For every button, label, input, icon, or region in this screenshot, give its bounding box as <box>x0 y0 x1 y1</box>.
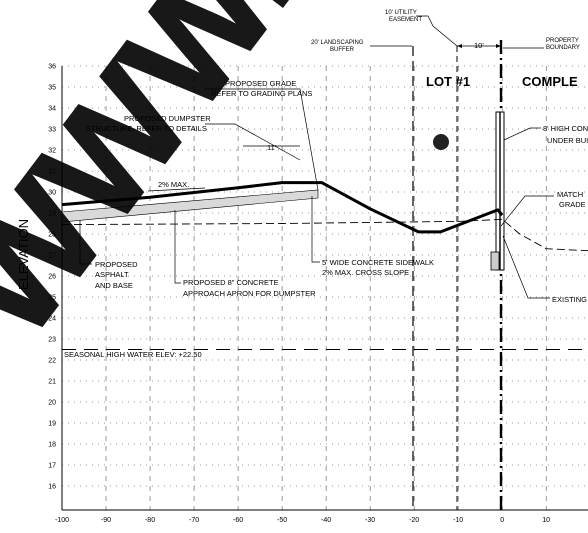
proposed-grade-line <box>61 181 504 234</box>
y-tick-label: 35 <box>48 85 56 92</box>
dim-11-label: 11' <box>267 143 277 152</box>
existing-leader <box>502 235 550 299</box>
existing-note: EXISTING <box>552 295 587 304</box>
sidewalk-leader <box>311 196 320 263</box>
sidewalk-note-1: 5' WIDE CONCRETE SIDEWALK <box>322 258 434 267</box>
y-tick-label: 26 <box>48 274 56 281</box>
dumpster-leader <box>205 123 301 161</box>
x-tick-labels: -100 -90 -80 -70 -60 -50 -40 -30 -20 -10 0 10 <box>55 517 550 524</box>
y-tick-label: 23 <box>48 337 56 344</box>
y-tick-label: 29 <box>48 211 56 218</box>
proposed-grade-note-2: REFER TO GRADING PLANS <box>211 89 312 98</box>
x-tick-label: 10 <box>542 517 550 524</box>
y-tick-label: 31 <box>48 169 56 176</box>
dumpster-note-2: STRUCTURE, REFER TO DETAILS <box>86 124 207 133</box>
match-leader <box>500 195 554 227</box>
x-tick-label: -40 <box>321 517 331 524</box>
lot-label: LOT #1 <box>426 74 470 89</box>
x-tick-label: -90 <box>101 517 111 524</box>
buffer-note-2: BUFFER <box>330 47 355 53</box>
x-tick-label: -30 <box>365 517 375 524</box>
easement-note-2: EASEMENT <box>389 17 422 23</box>
y-axis-label: ELEVATION <box>16 219 31 290</box>
apron-note-1: PROPOSED 8" CONCRETE <box>183 278 279 287</box>
existing-grade-line <box>61 218 588 252</box>
x-tick-label: -80 <box>145 517 155 524</box>
easement-note-1: 10' UTILITY <box>385 10 417 16</box>
x-tick-label: -60 <box>233 517 243 524</box>
y-tick-label: 25 <box>48 295 56 302</box>
y-tick-label: 33 <box>48 127 56 134</box>
asphalt-note-2: ASPHALT <box>95 270 129 279</box>
x-tick-label: -10 <box>453 517 463 524</box>
property-note-2: BOUNDARY <box>546 45 580 51</box>
asphalt-note-1: PROPOSED <box>95 260 138 269</box>
x-tick-label: -100 <box>55 517 69 524</box>
easement-leader <box>416 15 458 47</box>
apron-leader <box>174 210 181 284</box>
y-tick-label: 20 <box>48 400 56 407</box>
asphalt-note-3: AND BASE <box>95 281 133 290</box>
proposed-grade-leader <box>205 88 319 191</box>
dim-10-label: 10' <box>474 41 484 50</box>
y-tick-label: 36 <box>48 64 56 71</box>
y-tick-label: 18 <box>48 442 56 449</box>
wall-footing <box>490 251 500 271</box>
y-tick-labels: 36 35 34 33 32 31 30 29 28 27 26 25 24 23 22 21 20 19 18 17… <box>48 64 56 491</box>
x-tick-label: 0 <box>500 517 504 524</box>
seasonal-note: SEASONAL HIGH WATER ELEV: +22.50 <box>64 350 202 359</box>
y-tick-label: 34 <box>48 106 56 113</box>
y-tick-label: 22 <box>48 358 56 365</box>
y-tick-label: 28 <box>48 232 56 239</box>
y-tick-label: 19 <box>48 421 56 428</box>
apron-note-2: APPROACH APRON FOR DUMPSTER <box>183 289 316 298</box>
wall-note-1: 8' HIGH CON <box>543 124 588 133</box>
slope-arrow <box>147 187 206 192</box>
slope-note: 2% MAX. <box>158 180 189 189</box>
dumpster-note-1: PROPOSED DUMPSTER <box>124 114 211 123</box>
wall-leader <box>503 127 541 141</box>
y-tick-label: 30 <box>48 190 56 197</box>
y-tick-label: 16 <box>48 484 56 491</box>
sidewalk-note-2: 2% MAX. CROSS SLOPE <box>322 268 409 277</box>
property-note-1: PROPERTY <box>546 38 579 44</box>
wall-note-2: UNDER BUI <box>547 136 588 145</box>
match-note-2: GRADE <box>559 200 586 209</box>
x-tick-label: -20 <box>409 517 419 524</box>
dim-10-arrows <box>457 44 501 48</box>
x-tick-label: -50 <box>277 517 287 524</box>
match-note-1: MATCH <box>557 190 583 199</box>
proposed-grade-note-1: PROPOSED GRADE <box>225 79 296 88</box>
tree-symbol <box>433 134 449 150</box>
y-tick-label: 32 <box>48 148 56 155</box>
y-tick-label: 24 <box>48 316 56 323</box>
y-tick-label: 21 <box>48 379 56 386</box>
y-tick-label: 17 <box>48 463 56 470</box>
buffer-note-1: 20' LANDSCAPING <box>311 40 364 46</box>
y-tick-label: 27 <box>48 253 56 260</box>
comp-label: COMPLE <box>522 74 578 89</box>
pavement-hatch <box>61 189 319 223</box>
asphalt-leader <box>79 220 92 265</box>
x-tick-label: -70 <box>189 517 199 524</box>
